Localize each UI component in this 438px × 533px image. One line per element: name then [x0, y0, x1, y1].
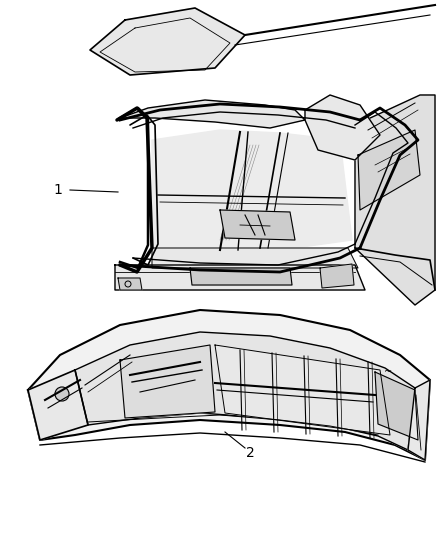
Text: 2: 2	[246, 446, 254, 460]
Polygon shape	[120, 345, 215, 418]
Polygon shape	[355, 95, 435, 305]
Text: 1: 1	[53, 183, 63, 197]
Polygon shape	[375, 372, 418, 440]
Polygon shape	[28, 310, 430, 460]
Polygon shape	[220, 210, 295, 240]
Polygon shape	[190, 268, 292, 285]
Polygon shape	[118, 278, 142, 290]
Polygon shape	[120, 100, 305, 128]
Polygon shape	[115, 265, 365, 290]
Polygon shape	[305, 95, 380, 160]
Polygon shape	[75, 332, 415, 450]
Polygon shape	[90, 8, 245, 75]
Polygon shape	[152, 248, 358, 268]
Polygon shape	[408, 380, 430, 460]
Polygon shape	[358, 130, 420, 210]
Polygon shape	[28, 370, 88, 440]
Polygon shape	[152, 130, 352, 250]
Polygon shape	[215, 345, 390, 435]
Polygon shape	[320, 264, 354, 288]
Circle shape	[55, 387, 69, 401]
Text: ~: ~	[384, 367, 392, 377]
